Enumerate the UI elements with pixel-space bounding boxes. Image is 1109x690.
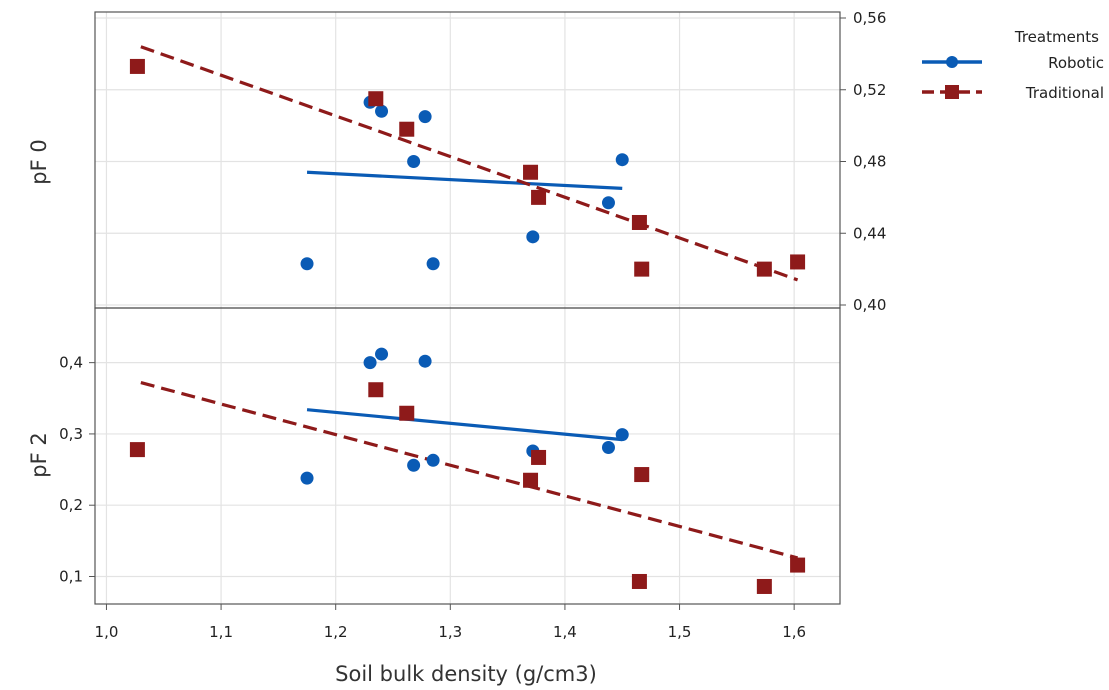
y-tick-label: 0,48	[853, 153, 886, 171]
point-traditional	[368, 382, 384, 398]
point-robotic	[375, 347, 389, 361]
fit-line-traditional	[140, 45, 799, 282]
point-robotic	[407, 458, 421, 472]
point-traditional	[631, 214, 647, 230]
point-traditional	[129, 58, 145, 74]
point-robotic	[426, 257, 440, 271]
fit-line-traditional	[140, 381, 799, 560]
point-traditional	[523, 472, 539, 488]
fit-lines	[140, 45, 799, 560]
point-robotic	[375, 104, 389, 118]
x-tick-label: 1,2	[324, 623, 348, 641]
point-traditional	[756, 578, 772, 594]
point-traditional	[790, 557, 806, 573]
panel-frame	[94, 11, 841, 309]
point-traditional	[368, 91, 384, 107]
point-traditional	[634, 261, 650, 277]
y-tick-label: 0,56	[853, 9, 886, 27]
point-traditional	[634, 467, 650, 483]
y-tick-label: 0,40	[853, 296, 886, 314]
gridlines	[95, 12, 840, 604]
legend-title: Treatments	[1014, 28, 1099, 46]
point-robotic	[601, 440, 615, 454]
point-traditional	[399, 121, 415, 137]
fit-line-robotic	[306, 408, 623, 442]
legend: Treatments Robotic Traditional	[922, 28, 1104, 102]
x-tick-label: 1,3	[438, 623, 462, 641]
y-tick-label: 0,44	[853, 224, 886, 242]
legend-traditional-label: Traditional	[1025, 84, 1104, 102]
y-tick-label: 0,4	[59, 354, 83, 372]
y-tick-label: 0,1	[59, 567, 83, 585]
point-traditional	[756, 261, 772, 277]
tick-labels: 0,40 0,44 0,48 0,52 0,56 0,1 0,2 0,3 0,4 1,0 1,1 1,…	[59, 9, 886, 641]
point-robotic	[615, 153, 629, 167]
point-traditional	[129, 442, 145, 458]
point-robotic	[615, 428, 629, 442]
point-robotic	[601, 196, 615, 210]
point-traditional	[399, 405, 415, 421]
x-tick-label: 1,0	[95, 623, 119, 641]
point-robotic	[300, 257, 314, 271]
point-traditional	[531, 189, 547, 205]
point-traditional	[631, 573, 647, 589]
x-tick-label: 1,6	[782, 623, 806, 641]
data-points	[129, 58, 806, 594]
point-traditional	[531, 449, 547, 465]
point-robotic	[526, 230, 540, 244]
point-robotic	[407, 155, 421, 168]
panel-frames	[94, 11, 841, 605]
legend-robotic-label: Robotic	[1048, 54, 1104, 72]
tick-marks	[89, 17, 846, 610]
fit-line-robotic	[306, 170, 623, 191]
point-robotic	[418, 354, 432, 368]
y-tick-label: 0,3	[59, 425, 83, 443]
point-robotic	[418, 110, 432, 124]
panel-frame	[94, 307, 841, 605]
y-tick-label: 0,2	[59, 496, 83, 514]
x-tick-label: 1,1	[209, 623, 233, 641]
y-axis-label-pf2: pF 2	[27, 432, 51, 477]
point-traditional	[790, 254, 806, 270]
point-robotic	[300, 471, 314, 485]
point-robotic	[426, 453, 440, 467]
y-axis-label-pf0: pF 0	[27, 139, 51, 184]
x-tick-label: 1,4	[553, 623, 577, 641]
x-tick-label: 1,5	[668, 623, 692, 641]
point-traditional	[523, 164, 539, 180]
legend-traditional-marker	[945, 85, 959, 99]
x-axis-label: Soil bulk density (g/cm3)	[335, 662, 597, 686]
point-robotic	[363, 356, 377, 370]
legend-robotic-marker	[946, 56, 958, 68]
y-tick-label: 0,52	[853, 81, 886, 99]
